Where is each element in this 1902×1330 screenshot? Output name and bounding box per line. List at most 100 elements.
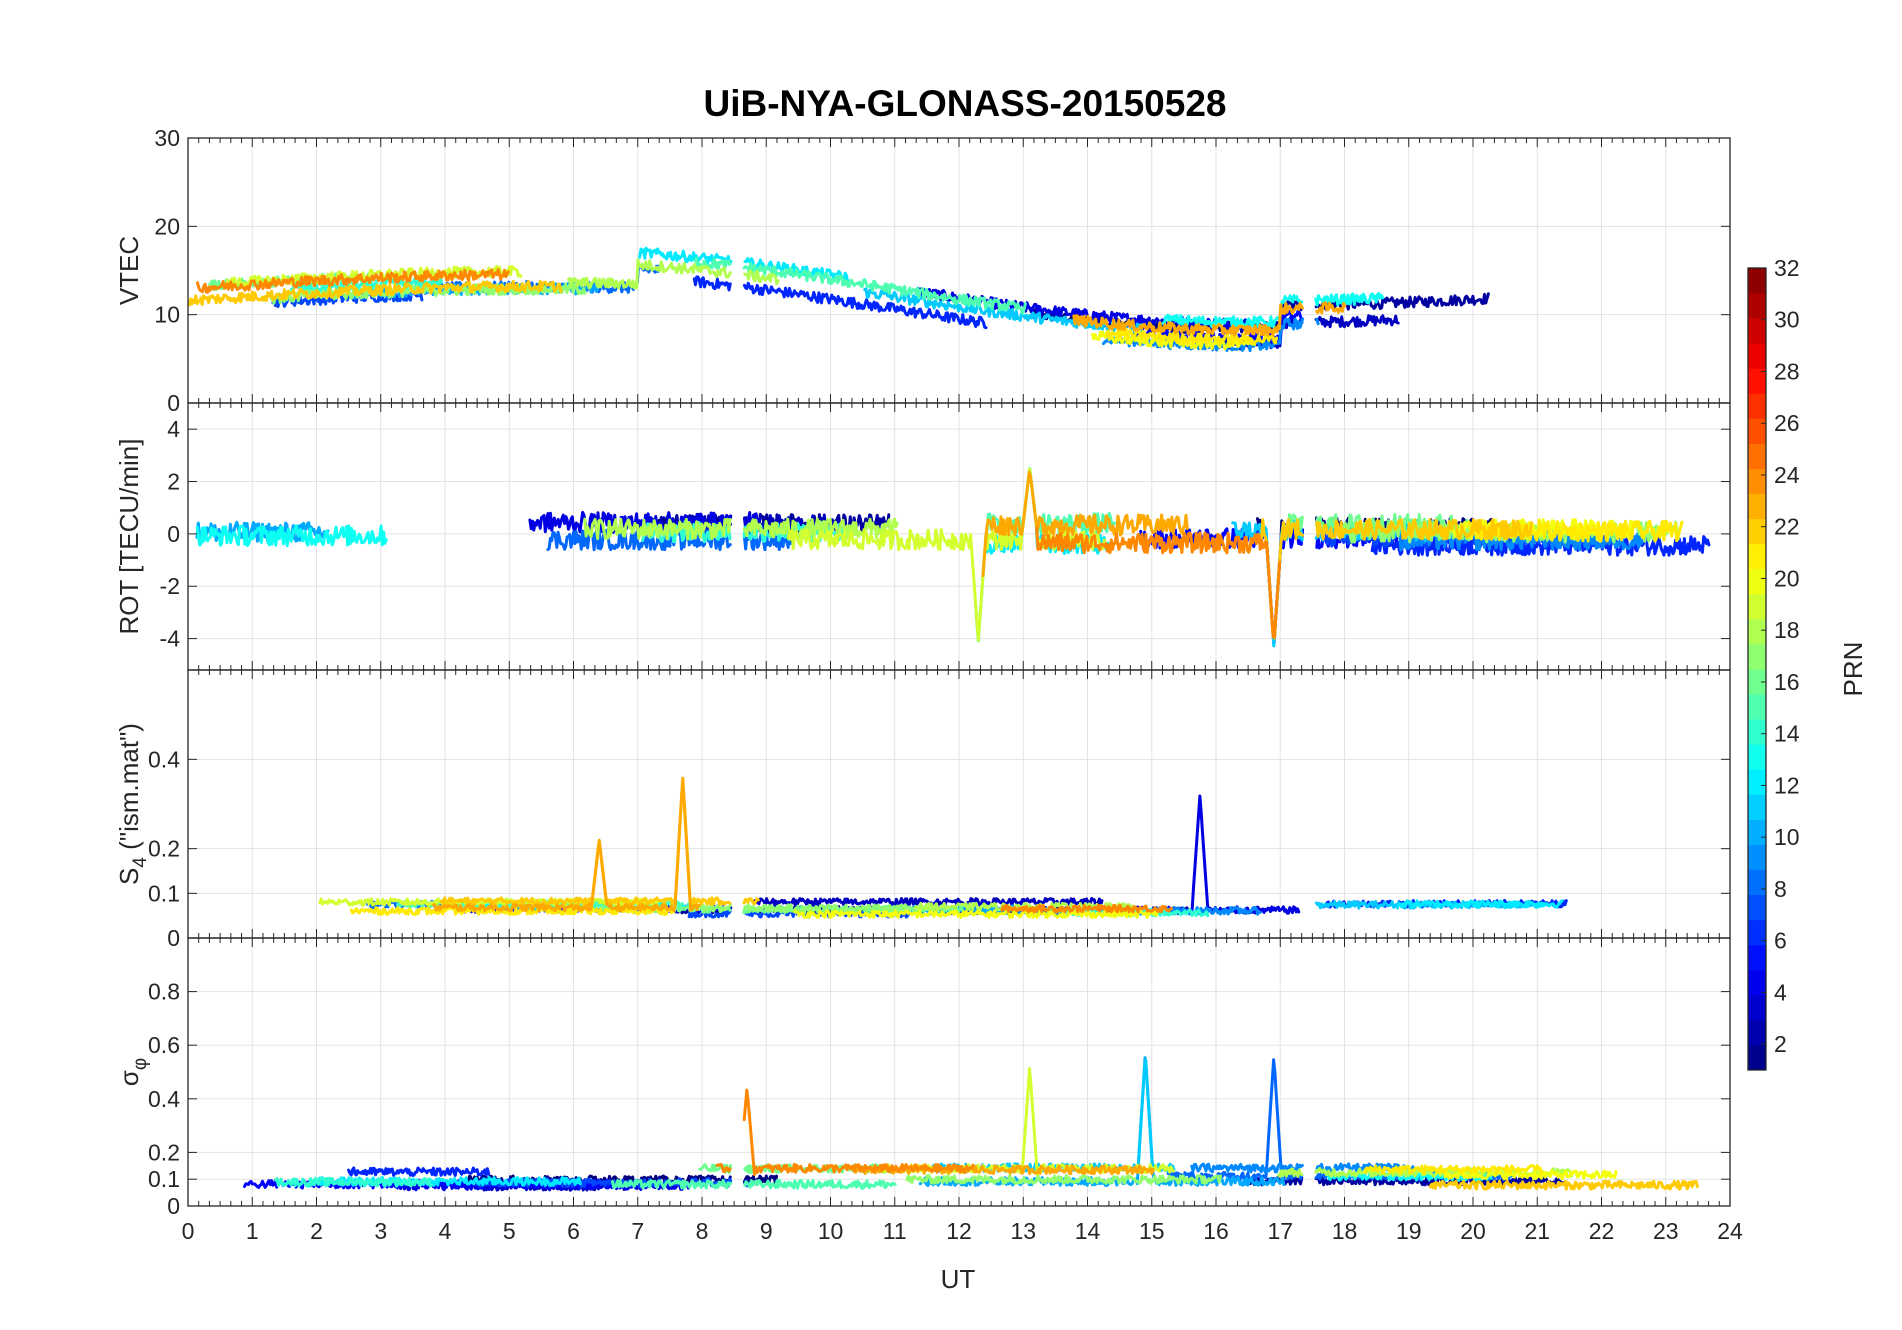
- series-prn-15: [742, 262, 1027, 315]
- colorbar-swatch: [1748, 568, 1766, 595]
- series-prn-3: [1314, 314, 1400, 329]
- chart-title: UiB-NYA-GLONASS-20150528: [704, 83, 1227, 124]
- y-tick-label-sigma_phi: 0.6: [148, 1032, 180, 1058]
- series-prn-21: [1363, 1164, 1543, 1175]
- colorbar-swatch: [1748, 944, 1766, 971]
- series-group-sigma_phi: [243, 1056, 1699, 1192]
- colorbar-swatch: [1748, 368, 1766, 394]
- series-prn-14: [274, 1176, 433, 1188]
- series-prn-20: [793, 909, 1160, 919]
- x-tick-label: 10: [818, 1218, 844, 1244]
- y-tick-label-vtec: 0: [167, 390, 180, 416]
- colorbar-tick-label: 16: [1774, 669, 1800, 695]
- y-tick-label-s4: 0: [167, 925, 180, 951]
- colorbar-swatch: [1748, 794, 1766, 820]
- y-tick-label-s4: 0.4: [148, 746, 180, 772]
- colorbar-swatch: [1748, 268, 1766, 294]
- series-prn-17: [905, 1174, 1222, 1185]
- colorbar-tick-label: 14: [1774, 721, 1800, 747]
- series-prn-18: [742, 517, 899, 541]
- panel-rot: -4 -2 0 2 4 ROT [TECU/min]: [114, 402, 1731, 671]
- series-prn-18: [583, 517, 732, 541]
- series-prn-22: [742, 897, 760, 906]
- panel-sigma_phi: 00.10.2 0.4 0.6 0.8 σφ: [114, 937, 1731, 1219]
- colorbar-swatch: [1748, 1044, 1766, 1071]
- x-axis-label: UT: [941, 1264, 976, 1294]
- colorbar-frame: [1747, 267, 1767, 1071]
- colorbar-swatch: [1748, 769, 1766, 795]
- series-prn-24: [742, 1088, 975, 1176]
- series-prn-18: [743, 269, 780, 286]
- y-tick-label-sigma_phi: 0.4: [148, 1086, 180, 1112]
- x-tick-label: 0: [182, 1218, 195, 1244]
- series-prn-15: [611, 1178, 733, 1190]
- y-axis-label-rot: ROT [TECU/min]: [114, 439, 144, 635]
- colorbar-swatch: [1748, 468, 1766, 495]
- series-group-vtec: [188, 246, 1490, 353]
- x-tick-label: 17: [1267, 1218, 1293, 1244]
- colorbar-swatch: [1748, 518, 1766, 545]
- x-tick-label: 16: [1203, 1218, 1229, 1244]
- series-prn-13: [195, 524, 388, 548]
- series-prn-20: [1443, 1169, 1618, 1181]
- x-tick-label: 6: [567, 1218, 580, 1244]
- series-prn-22: [1315, 517, 1533, 541]
- x-tick-label: 7: [631, 1218, 644, 1244]
- series-prn-9: [1190, 1162, 1304, 1174]
- colorbar-tick-label: 20: [1774, 565, 1800, 591]
- colorbar-tick-label: 4: [1774, 979, 1787, 1005]
- y-tick-label-rot: 0: [167, 521, 180, 547]
- series-prn-15: [743, 1178, 897, 1190]
- series-prn-4: [1024, 794, 1301, 915]
- x-tick-label: 23: [1653, 1218, 1679, 1244]
- colorbar-swatch: [1748, 443, 1766, 469]
- series-prn-22: [188, 279, 563, 307]
- y-tick-label-s4: 0.1: [148, 880, 180, 906]
- series-prn-6: [742, 281, 988, 330]
- colorbar-tick-label: 22: [1774, 514, 1800, 540]
- x-tick-label: 3: [374, 1218, 387, 1244]
- series-prn-19: [880, 1067, 1175, 1177]
- y-tick-label-rot: -2: [160, 573, 180, 599]
- colorbar-swatch: [1748, 844, 1766, 870]
- series-prn-18: [1277, 1167, 1304, 1178]
- series-prn-13: [1314, 292, 1385, 307]
- colorbar-swatch: [1748, 894, 1766, 921]
- colorbar-label: PRN: [1838, 642, 1868, 697]
- series-prn-8: [546, 528, 732, 552]
- series-prn-17: [743, 903, 912, 913]
- series-prn-24: [715, 1162, 732, 1174]
- colorbar-swatch: [1748, 994, 1766, 1021]
- x-tick-label: 15: [1139, 1218, 1165, 1244]
- colorbar-tick-label: 30: [1774, 307, 1800, 333]
- colorbar-swatch: [1748, 919, 1766, 946]
- colorbar-tick-label: 26: [1774, 410, 1800, 436]
- series-prn-18: [567, 258, 732, 290]
- x-tick-label: 9: [760, 1218, 773, 1244]
- series-prn-22: [1428, 1179, 1699, 1191]
- y-tick-label-s4: 0.2: [148, 836, 180, 862]
- colorbar-swatch: [1748, 293, 1766, 319]
- x-tick-label: 5: [503, 1218, 516, 1244]
- colorbar-tick-label: 18: [1774, 617, 1800, 643]
- x-tick-label: 4: [439, 1218, 452, 1244]
- series-prn-24: [196, 268, 510, 294]
- x-tick-label: 1: [246, 1218, 259, 1244]
- y-tick-label-sigma_phi: 0.8: [148, 979, 180, 1005]
- y-axis-label-sigma_phi: σφ: [114, 1058, 151, 1086]
- colorbar-swatch: [1748, 543, 1766, 570]
- y-axis-label-s4: S4 ("ism.mat"): [114, 723, 151, 885]
- series-group-rot: [195, 467, 1711, 648]
- panel-s4: 0 0.1 0.2 0.4S4 ("ism.mat"): [114, 669, 1731, 951]
- colorbar-swatch: [1748, 694, 1766, 720]
- series-prn-23: [1315, 301, 1347, 315]
- colorbar-tick-label: 8: [1774, 876, 1787, 902]
- y-tick-label-vtec: 30: [154, 125, 180, 151]
- series-prn-12: [974, 467, 1110, 643]
- x-tick-label: 18: [1332, 1218, 1358, 1244]
- y-tick-label-sigma_phi: 0.1: [148, 1166, 180, 1192]
- colorbar-swatch: [1748, 618, 1766, 645]
- colorbar-swatch: [1748, 393, 1766, 419]
